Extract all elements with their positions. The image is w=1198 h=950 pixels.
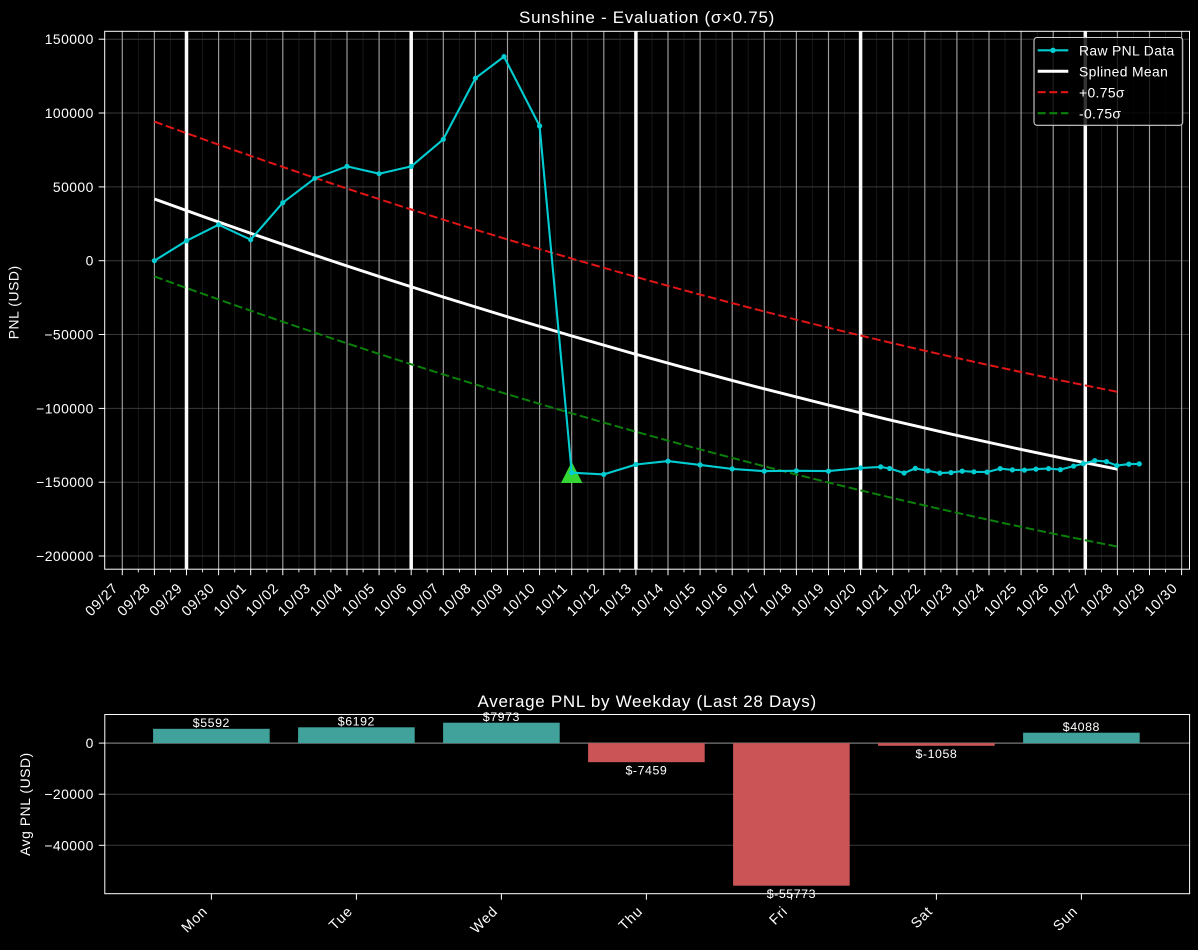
svg-text:$-7459: $-7459 [625,764,667,778]
svg-text:50000: 50000 [53,179,94,195]
svg-text:Avg PNL (USD): Avg PNL (USD) [17,752,33,856]
svg-text:$4088: $4088 [1063,720,1100,734]
svg-text:$-55773: $-55773 [767,887,816,901]
svg-text:+0.75σ: +0.75σ [1079,84,1125,100]
svg-text:−200000: −200000 [36,548,94,564]
svg-text:$5592: $5592 [193,716,230,730]
svg-text:Average PNL by Weekday (Last 2: Average PNL by Weekday (Last 28 Days) [478,692,817,711]
svg-text:$-1058: $-1058 [915,747,957,761]
svg-text:0: 0 [86,735,94,751]
svg-text:Sunshine - Evaluation (σ×0.75): Sunshine - Evaluation (σ×0.75) [519,8,775,27]
svg-text:-0.75σ: -0.75σ [1079,105,1121,121]
svg-text:−150000: −150000 [36,474,94,490]
svg-text:$7973: $7973 [483,710,520,724]
svg-text:−20000: −20000 [44,786,93,802]
svg-text:−50000: −50000 [44,327,93,343]
svg-text:Raw PNL Data: Raw PNL Data [1079,43,1175,59]
svg-text:PNL (USD): PNL (USD) [6,265,22,339]
svg-text:100000: 100000 [45,105,94,121]
svg-text:−100000: −100000 [36,400,94,416]
svg-text:0: 0 [86,253,94,269]
svg-text:Splined Mean: Splined Mean [1079,64,1168,80]
svg-text:$6192: $6192 [338,714,375,728]
svg-text:−40000: −40000 [44,837,93,853]
svg-text:150000: 150000 [45,31,94,47]
